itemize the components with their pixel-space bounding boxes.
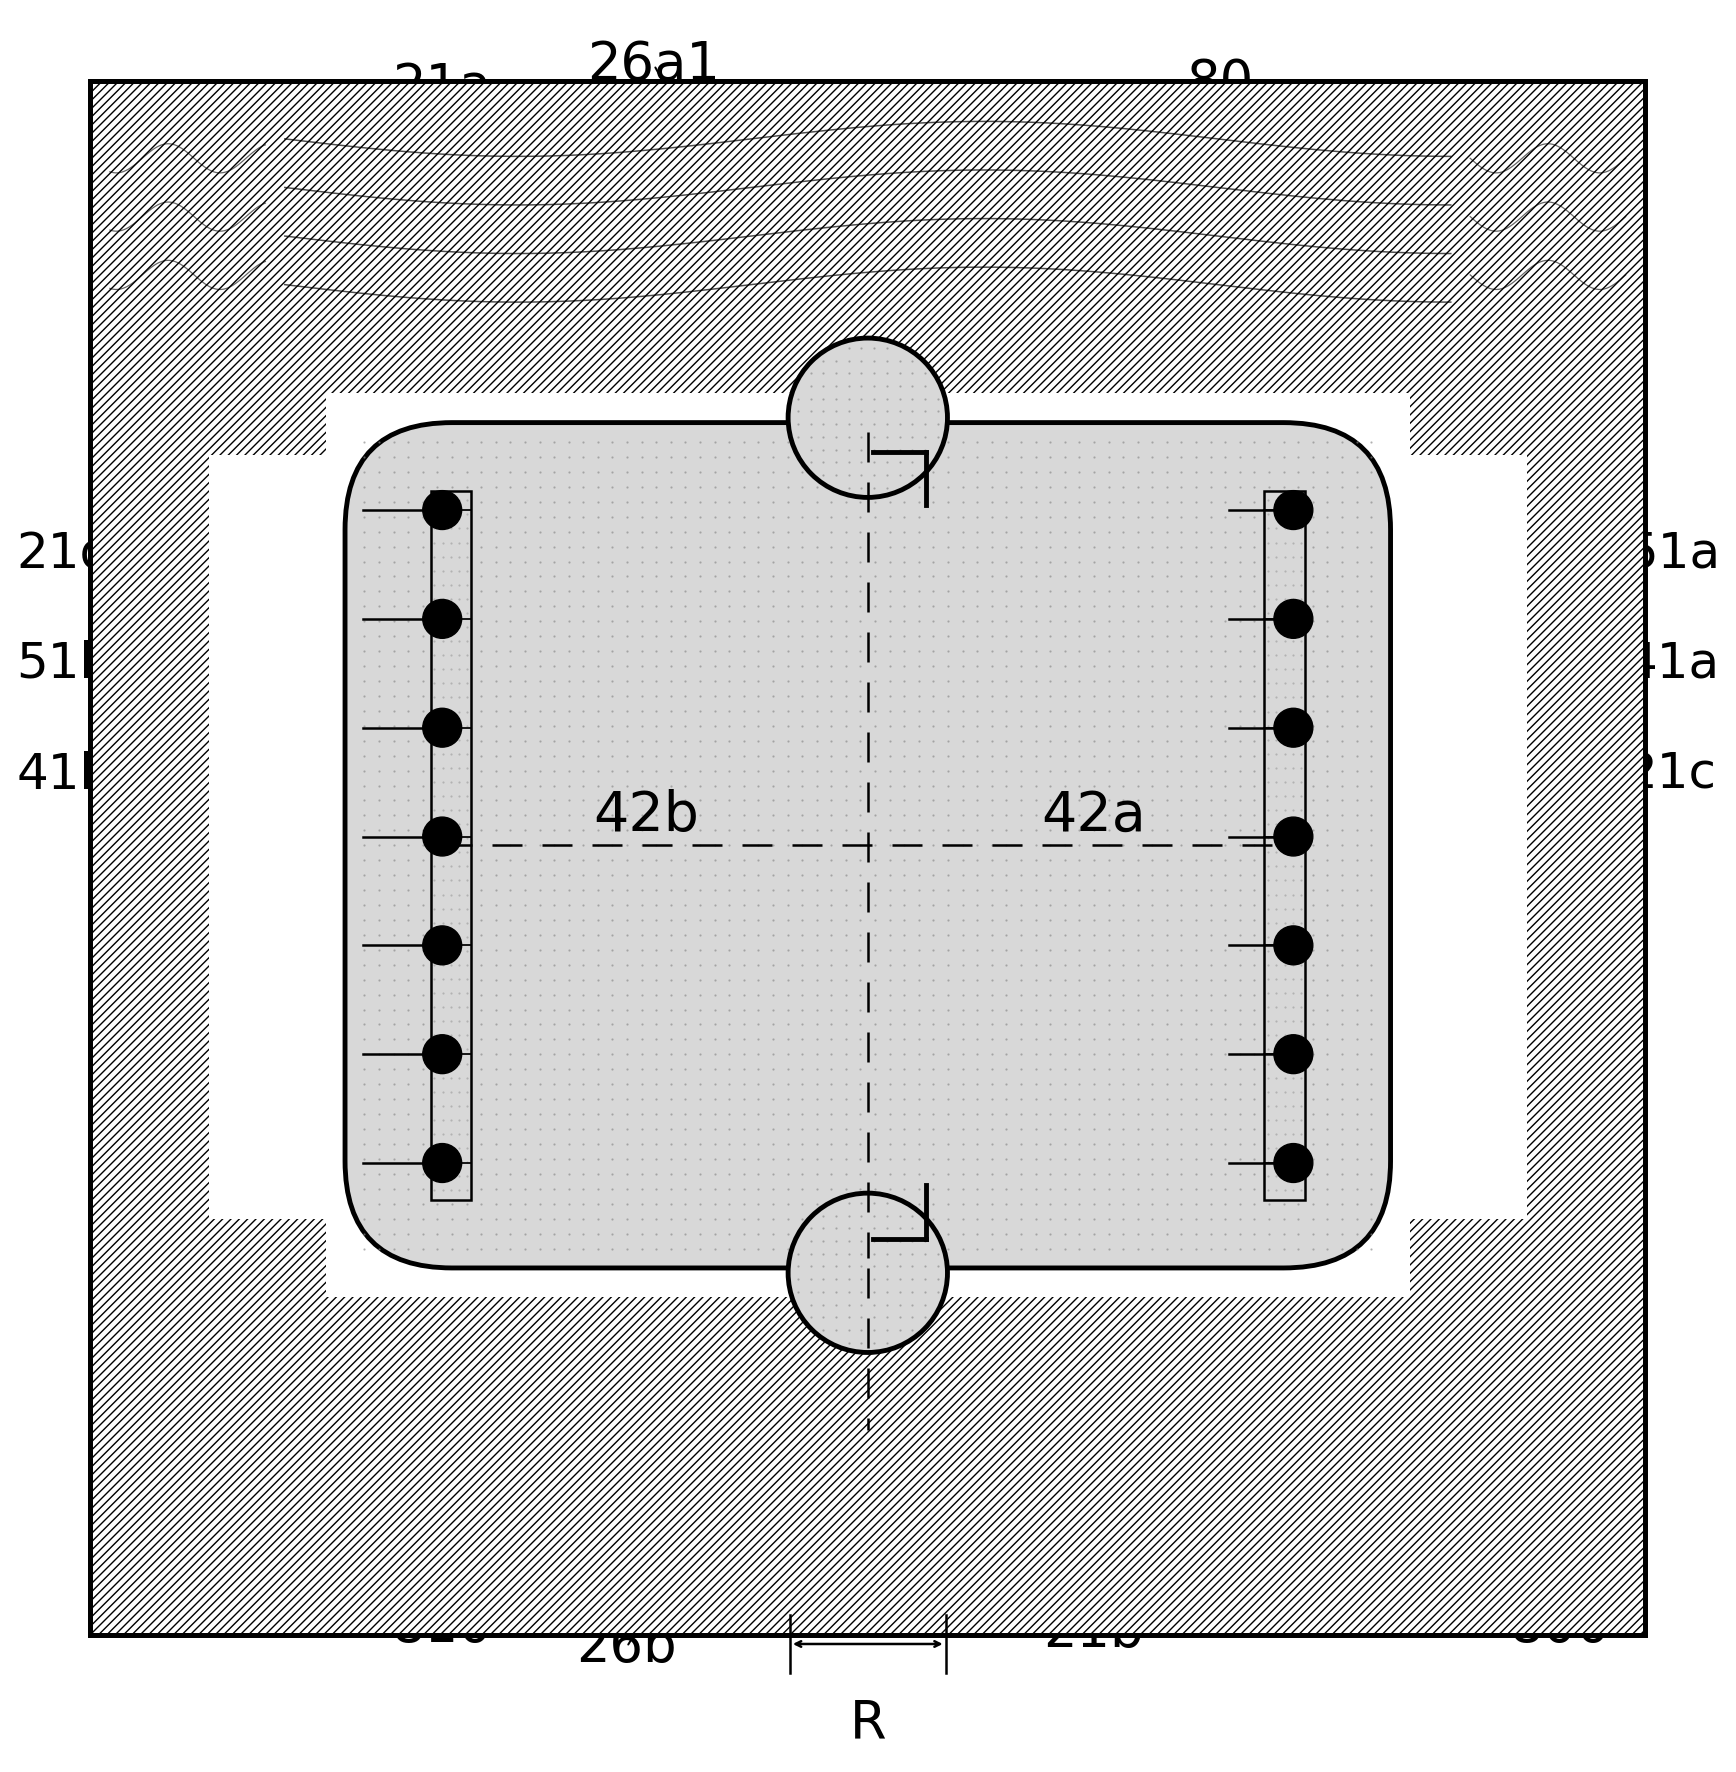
Text: 26b: 26b <box>576 1621 677 1673</box>
Bar <box>1229 900 1373 992</box>
Text: 41a: 41a <box>1625 640 1720 688</box>
Bar <box>219 1008 363 1100</box>
Text: 51a: 51a <box>1625 530 1720 578</box>
Text: 42a: 42a <box>1042 789 1146 843</box>
Circle shape <box>424 1143 462 1182</box>
Bar <box>1229 464 1373 556</box>
Text: D: D <box>1005 1242 1047 1294</box>
Bar <box>219 790 363 882</box>
Bar <box>208 455 345 1219</box>
Ellipse shape <box>788 1193 948 1352</box>
Text: 310: 310 <box>236 82 337 133</box>
Text: 51b: 51b <box>17 640 111 688</box>
Circle shape <box>424 599 462 638</box>
Bar <box>219 464 363 556</box>
Text: 800: 800 <box>1509 1602 1609 1653</box>
FancyBboxPatch shape <box>345 422 1391 1269</box>
Text: A: A <box>87 792 132 849</box>
Circle shape <box>1274 491 1312 530</box>
Circle shape <box>1274 1143 1312 1182</box>
Text: 21d: 21d <box>17 530 111 578</box>
Bar <box>326 393 1410 1297</box>
Bar <box>1229 1008 1373 1100</box>
Bar <box>1264 491 1305 1200</box>
Bar <box>219 900 363 992</box>
Text: 21b: 21b <box>1043 1607 1144 1659</box>
Circle shape <box>1274 1035 1312 1074</box>
Text: 810: 810 <box>392 1602 493 1653</box>
Ellipse shape <box>788 338 948 498</box>
Bar <box>1229 572 1373 666</box>
Circle shape <box>424 491 462 530</box>
Text: C: C <box>1005 406 1043 459</box>
Text: R: R <box>849 1698 885 1749</box>
Circle shape <box>424 927 462 964</box>
Circle shape <box>1274 599 1312 638</box>
Text: B: B <box>1604 792 1647 849</box>
Circle shape <box>424 709 462 748</box>
Circle shape <box>1274 709 1312 748</box>
Circle shape <box>1274 927 1312 964</box>
Text: 41b: 41b <box>17 750 111 799</box>
Bar <box>219 572 363 666</box>
Bar <box>1391 455 1526 1219</box>
Text: 21c: 21c <box>1625 750 1717 799</box>
Text: 21a: 21a <box>392 62 491 113</box>
Bar <box>219 682 363 774</box>
Circle shape <box>1274 817 1312 856</box>
Text: 80: 80 <box>1186 57 1253 108</box>
Bar <box>1229 682 1373 774</box>
Bar <box>1229 790 1373 882</box>
Bar <box>219 1118 363 1210</box>
Bar <box>431 491 472 1200</box>
Bar <box>443 480 1293 1210</box>
Circle shape <box>424 817 462 856</box>
Circle shape <box>424 1035 462 1074</box>
Text: 42b: 42b <box>594 789 700 843</box>
Text: 26a1: 26a1 <box>587 39 720 90</box>
Bar <box>1229 1118 1373 1210</box>
